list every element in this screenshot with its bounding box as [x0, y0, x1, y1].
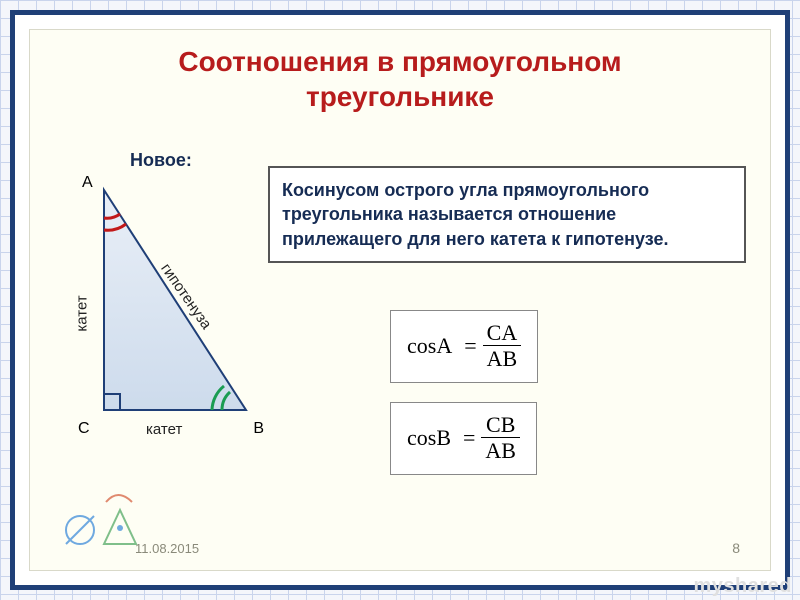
side-bottom-label: катет [146, 421, 182, 438]
formula-b-lhs: cosB [407, 425, 451, 451]
title-line-1: Соотношения в прямоугольном [178, 46, 621, 77]
formula-cos-a: cosA = CA AB [390, 310, 538, 383]
vertex-a: А [82, 174, 93, 192]
slide-panel: Соотношения в прямоугольном треугольнике… [29, 29, 771, 571]
definition-box: Косинусом острого угла прямоугольного тр… [268, 166, 746, 263]
vertex-b: В [253, 420, 264, 438]
vertex-c: С [78, 420, 90, 438]
footer-page: 8 [732, 540, 740, 556]
watermark: myshared [694, 575, 793, 598]
formula-b-den: AB [481, 437, 520, 462]
triangle-svg [76, 180, 266, 440]
title-line-2: треугольнике [306, 81, 494, 112]
new-label: Новое: [130, 150, 192, 171]
triangle-diagram: А С В катет катет гипотенуза [76, 180, 266, 440]
formula-a-num: CA [483, 321, 522, 345]
formula-a-lhs: cosA [407, 333, 452, 359]
slide-title: Соотношения в прямоугольном треугольнике [30, 30, 770, 120]
equals-sign: = [464, 333, 476, 359]
slide-frame: Соотношения в прямоугольном треугольнике… [10, 10, 790, 590]
equals-sign: = [463, 425, 475, 451]
side-left-label: катет [74, 295, 91, 331]
footer-date: 11.08.2015 [135, 541, 199, 556]
formula-a-fraction: CA AB [483, 321, 522, 370]
formula-b-fraction: CB AB [481, 413, 520, 462]
formula-cos-b: cosB = CB AB [390, 402, 537, 475]
formula-b-num: CB [482, 413, 519, 437]
formula-a-den: AB [483, 345, 522, 370]
